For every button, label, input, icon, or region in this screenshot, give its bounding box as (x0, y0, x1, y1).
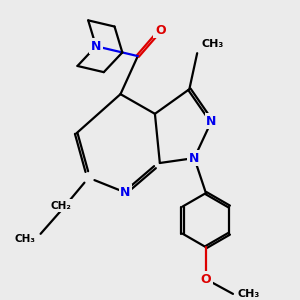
Text: O: O (155, 24, 166, 37)
Text: CH₃: CH₃ (238, 289, 260, 299)
Text: N: N (120, 186, 130, 199)
Text: N: N (206, 115, 217, 128)
Text: CH₃: CH₃ (201, 39, 224, 49)
Text: CH₂: CH₂ (50, 200, 71, 211)
Text: N: N (91, 40, 101, 53)
Text: N: N (189, 152, 200, 165)
Text: CH₃: CH₃ (15, 234, 36, 244)
Text: O: O (201, 273, 211, 286)
